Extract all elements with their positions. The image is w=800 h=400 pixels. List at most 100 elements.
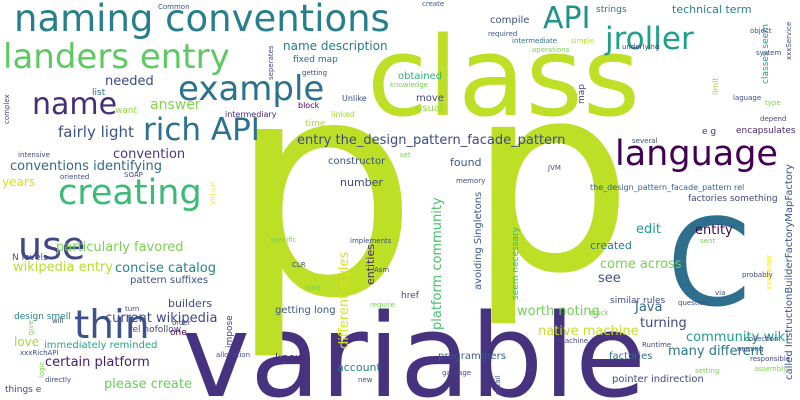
word: JVM — [548, 165, 561, 172]
word: one — [170, 329, 187, 338]
word: time — [305, 120, 325, 129]
word: platform community — [431, 197, 444, 330]
word: concise catalog — [115, 262, 216, 275]
word: encapsulates — [736, 127, 796, 136]
word: sent — [700, 238, 715, 245]
word: e g — [702, 128, 716, 137]
word: type — [765, 100, 781, 107]
word: href — [401, 292, 419, 301]
word: rich API — [143, 115, 260, 146]
word: xxxService — [786, 22, 793, 60]
word: give — [28, 320, 35, 335]
word: N levels — [12, 254, 48, 263]
word: compile — [490, 16, 529, 26]
word: account — [337, 362, 381, 373]
word: naming — [737, 346, 763, 353]
word: require — [370, 302, 395, 309]
word: want — [115, 107, 137, 116]
word: block — [298, 102, 319, 110]
word: Runtime — [642, 342, 671, 349]
word: system — [756, 50, 781, 57]
word: collection — [745, 336, 779, 343]
word: see — [598, 272, 621, 285]
word: oriented — [60, 174, 89, 181]
word: turn — [125, 306, 139, 313]
word: probably — [742, 272, 773, 279]
word: will — [52, 318, 64, 325]
word: object — [750, 28, 772, 35]
word: technical term — [672, 4, 752, 15]
word: certain platform — [45, 356, 150, 369]
word: native machine — [538, 325, 639, 338]
word: knowledge — [390, 82, 428, 89]
word: machine — [558, 338, 588, 345]
word: create — [422, 1, 444, 8]
word: stuck — [590, 310, 609, 317]
word: list — [92, 89, 105, 98]
word: answer — [150, 98, 201, 112]
word: Virtual — [210, 182, 217, 205]
word: intermediary — [225, 111, 276, 119]
word: naming conventions — [14, 0, 390, 37]
word: Asm — [374, 267, 389, 274]
word: several — [632, 138, 658, 145]
word: pattern suffixes — [130, 276, 208, 286]
word: particularly favored — [56, 241, 184, 254]
word: implements — [350, 238, 391, 245]
word: entry the_design_pattern_facade_pattern — [297, 134, 565, 147]
word: usual — [416, 104, 443, 114]
word: Unlike — [342, 95, 367, 103]
word: immediately reminded — [44, 341, 157, 351]
word: seem necessary — [512, 227, 521, 300]
word: the_design_pattern_facade_pattern rel — [590, 184, 744, 192]
word: similar rules — [610, 297, 665, 306]
word: name description — [283, 40, 388, 52]
word: programmers — [438, 352, 506, 362]
word: different styles — [338, 252, 351, 349]
word: intensive — [18, 152, 50, 159]
word: via — [715, 290, 725, 297]
word: API — [543, 4, 590, 34]
word: xxxRichAPI — [20, 350, 59, 357]
word: allocation — [216, 352, 250, 359]
word: new — [358, 377, 372, 384]
word: getting — [302, 70, 327, 77]
word: fixed map — [293, 56, 338, 65]
word: setting — [695, 368, 719, 375]
word: intermediate — [512, 38, 557, 45]
word: Common — [158, 4, 190, 11]
word: factories something — [688, 195, 778, 204]
word: user — [480, 349, 487, 364]
word: getting long — [275, 306, 336, 316]
word: underlying — [622, 44, 659, 51]
word: question — [678, 300, 708, 307]
word: garbage — [442, 370, 471, 377]
word: number — [340, 177, 383, 188]
word: CLR — [292, 262, 306, 269]
word: entail — [495, 375, 502, 395]
word: edit — [636, 223, 661, 236]
word: worth noting — [517, 305, 600, 318]
word: fairly light — [58, 125, 134, 140]
word: created — [590, 240, 632, 251]
word: found — [450, 157, 482, 168]
word: pointer indirection — [612, 375, 704, 385]
word: simple — [571, 38, 594, 45]
word: linked — [331, 111, 355, 119]
word: logic — [39, 362, 46, 378]
word: limit — [712, 77, 720, 95]
word: constructor — [328, 157, 385, 167]
word: directly — [45, 377, 71, 384]
word: laguage — [733, 95, 761, 102]
word: years — [2, 176, 35, 188]
word: things e — [5, 386, 41, 395]
word: come across — [600, 258, 682, 271]
word: needed — [105, 75, 154, 88]
word: order — [172, 320, 191, 327]
word: love — [14, 336, 39, 348]
word: creating — [58, 176, 202, 211]
word: operations — [532, 47, 569, 54]
word: know — [275, 352, 304, 363]
word: SOAP — [124, 172, 143, 179]
